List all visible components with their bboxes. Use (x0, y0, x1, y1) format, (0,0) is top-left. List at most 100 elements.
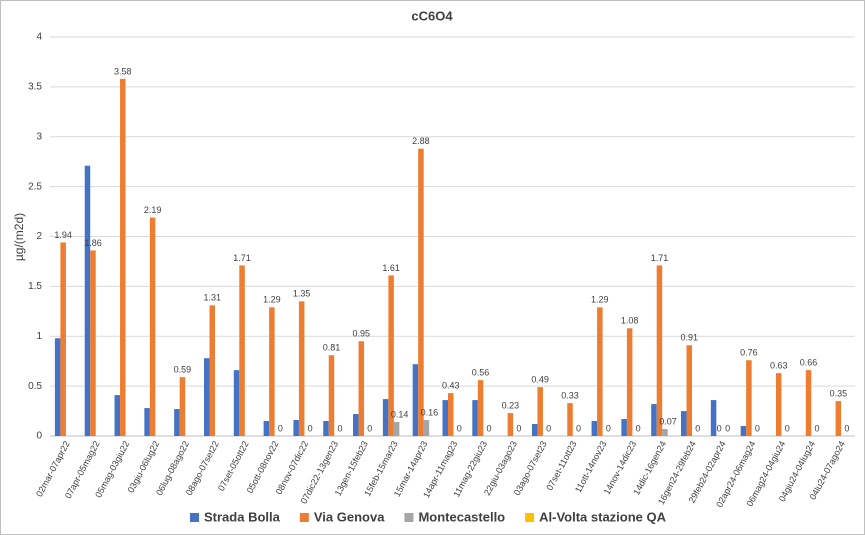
bar (60, 242, 66, 436)
bar (388, 275, 394, 436)
bar (448, 393, 454, 436)
data-label: 0 (717, 423, 722, 433)
data-label: 1.35 (293, 289, 311, 299)
bar (775, 373, 782, 436)
bar (393, 422, 400, 436)
bar (144, 408, 150, 436)
y-axis-label: µg/(m2d) (12, 213, 26, 261)
data-label: 0 (725, 423, 730, 433)
data-label: 1.86 (84, 238, 102, 248)
bar (537, 387, 543, 436)
data-label: 0 (457, 423, 462, 433)
data-label: 2.88 (412, 136, 430, 146)
data-label: 0.14 (391, 409, 409, 419)
data-label: 0 (308, 423, 313, 433)
data-label: 0 (695, 423, 700, 433)
bar (263, 421, 270, 436)
legend-label: Montecastello (418, 509, 505, 524)
bar (412, 364, 419, 436)
bar (382, 399, 389, 436)
data-label: 0 (576, 423, 581, 433)
bar (269, 307, 275, 436)
data-label: 0.81 (323, 343, 341, 353)
data-label: 0 (606, 423, 611, 433)
bar (621, 419, 627, 436)
data-label: 0 (278, 423, 283, 433)
legend-swatch (299, 513, 309, 522)
bar (179, 377, 186, 436)
bar (423, 420, 430, 436)
bar (84, 165, 91, 437)
y-tick-label: 2.5 (28, 181, 42, 192)
bar (656, 265, 663, 436)
data-label: 0.63 (770, 361, 788, 371)
bar (323, 421, 329, 436)
bar (203, 358, 210, 436)
y-tick-label: 3 (36, 131, 42, 142)
data-label: 2.19 (144, 205, 162, 215)
bar (149, 217, 156, 436)
bar (746, 360, 752, 436)
bar (328, 355, 335, 436)
y-tick-label: 3.5 (28, 82, 42, 93)
data-label: 0 (367, 423, 372, 433)
data-label: 0.33 (561, 390, 579, 400)
bar (54, 338, 61, 436)
y-tick-label: 1.5 (28, 281, 42, 292)
data-label: 1.08 (621, 316, 639, 326)
y-tick-label: 4 (36, 32, 42, 43)
bar (90, 250, 96, 436)
data-label: 0 (337, 423, 342, 433)
bar (209, 305, 215, 436)
y-tick-label: 2 (36, 231, 42, 242)
data-label: 0 (487, 423, 492, 433)
bar (597, 307, 603, 436)
data-label: 3.58 (114, 66, 132, 76)
bar (662, 429, 668, 436)
data-label: 0 (636, 423, 641, 433)
data-label: 1.29 (263, 295, 281, 305)
data-label: 0.23 (502, 400, 520, 410)
data-label: 0.07 (659, 416, 677, 426)
data-label: 0.16 (421, 407, 439, 417)
bar (293, 420, 299, 436)
bar (477, 380, 484, 436)
bar (626, 328, 633, 436)
data-label: 0 (546, 423, 551, 433)
bar (567, 403, 573, 436)
bar (591, 421, 598, 436)
data-label: 0 (785, 423, 790, 433)
data-label: 0.56 (472, 368, 490, 378)
bar (681, 411, 687, 436)
bar (805, 370, 812, 436)
legend-label: Strada Bolla (204, 509, 281, 524)
bar (442, 400, 448, 436)
legend-swatch (404, 513, 414, 522)
data-label: 1.61 (382, 263, 400, 273)
bar (353, 414, 359, 436)
data-label: 0.35 (830, 388, 848, 398)
data-label: 0 (815, 423, 820, 433)
data-label: 0 (844, 423, 849, 433)
data-label: 0.59 (174, 365, 192, 375)
legend-label: Via Genova (314, 509, 385, 524)
data-label: 0.66 (800, 358, 818, 368)
bar (531, 424, 538, 436)
bar (418, 148, 424, 436)
y-tick-label: 0 (36, 431, 42, 442)
data-label: 1.71 (233, 253, 251, 263)
data-label: 0.49 (531, 374, 549, 384)
data-label: 0.76 (740, 348, 758, 358)
data-label: 0.43 (442, 380, 460, 390)
y-tick-label: 1 (36, 331, 42, 342)
bar (114, 395, 121, 436)
y-tick-label: 0.5 (28, 381, 42, 392)
data-label: 1.94 (54, 230, 72, 240)
chart-title: cC6O4 (411, 8, 453, 23)
legend-label: Al-Volta stazione QA (539, 509, 666, 524)
bar (298, 301, 305, 436)
bar (507, 413, 514, 436)
bar (835, 401, 842, 436)
